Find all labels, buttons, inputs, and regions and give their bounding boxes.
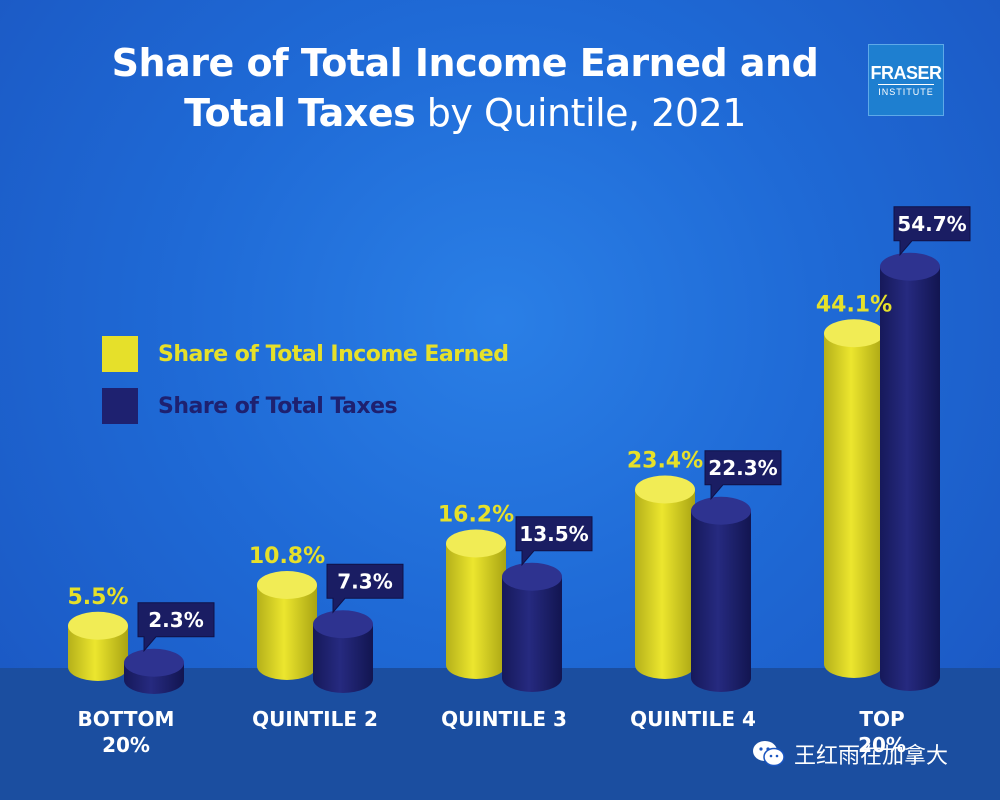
chart-bars: 5.5% 2.3% BOTTOM 20% 10.8% 7.3% QUINTILE 2 16.2… [67,206,971,757]
bar-taxes [313,610,373,693]
bar-income [824,319,884,678]
bar-income [257,571,317,680]
legend-label-income: Share of Total Income Earned [158,341,509,367]
bar-taxes [124,648,184,694]
legend-item-income: Share of Total Income Earned [102,336,509,372]
bar-income [635,475,695,679]
data-label-taxes: 54.7% [897,212,966,236]
data-label-income: 16.2% [438,503,514,528]
data-label-income: 10.8% [249,544,325,569]
chart-legend: Share of Total Income Earned Share of To… [102,336,509,440]
watermark-text: 王红雨在加拿大 [794,744,949,769]
data-label-income: 23.4% [627,449,703,474]
chart-title-light: by Quintile, 2021 [426,91,747,135]
data-label-taxes-bubble [704,450,782,501]
data-label-income: 44.1% [816,292,892,317]
chart-title-bold: Share of Total Income Earned and Total T… [111,41,819,135]
data-label-taxes: 2.3% [148,608,203,632]
category-label: QUINTILE 3 [441,707,567,731]
bar-taxes [502,562,562,692]
data-label-taxes-bubble [137,602,215,653]
data-label-taxes: 13.5% [519,522,588,546]
legend-label-taxes: Share of Total Taxes [158,393,398,419]
chart-title: Share of Total Income Earned and Total T… [80,38,850,138]
wechat-icon [753,741,785,767]
legend-swatch-taxes [102,388,138,424]
data-label-taxes-bubble [515,516,593,567]
category-label: TOP 20% [858,707,906,757]
data-label-taxes-bubble [326,563,404,614]
logo-line2: INSTITUTE [878,84,934,98]
data-label-taxes: 7.3% [337,569,392,593]
bar-taxes [691,496,751,692]
category-label: QUINTILE 2 [252,707,378,731]
data-label-taxes: 22.3% [708,456,777,480]
bar-taxes [880,252,940,691]
fraser-institute-logo: FRASER INSTITUTE [868,44,944,116]
data-label-income: 5.5% [67,585,128,610]
watermark: 王红雨在加拿大 [752,734,948,774]
legend-swatch-income [102,336,138,372]
category-label: QUINTILE 4 [630,707,756,731]
category-label: BOTTOM 20% [78,707,175,757]
bar-income [446,529,506,679]
logo-line1: FRASER [870,63,942,83]
legend-item-taxes: Share of Total Taxes [102,388,508,424]
data-label-taxes-bubble [893,206,971,257]
bar-income [68,611,128,681]
